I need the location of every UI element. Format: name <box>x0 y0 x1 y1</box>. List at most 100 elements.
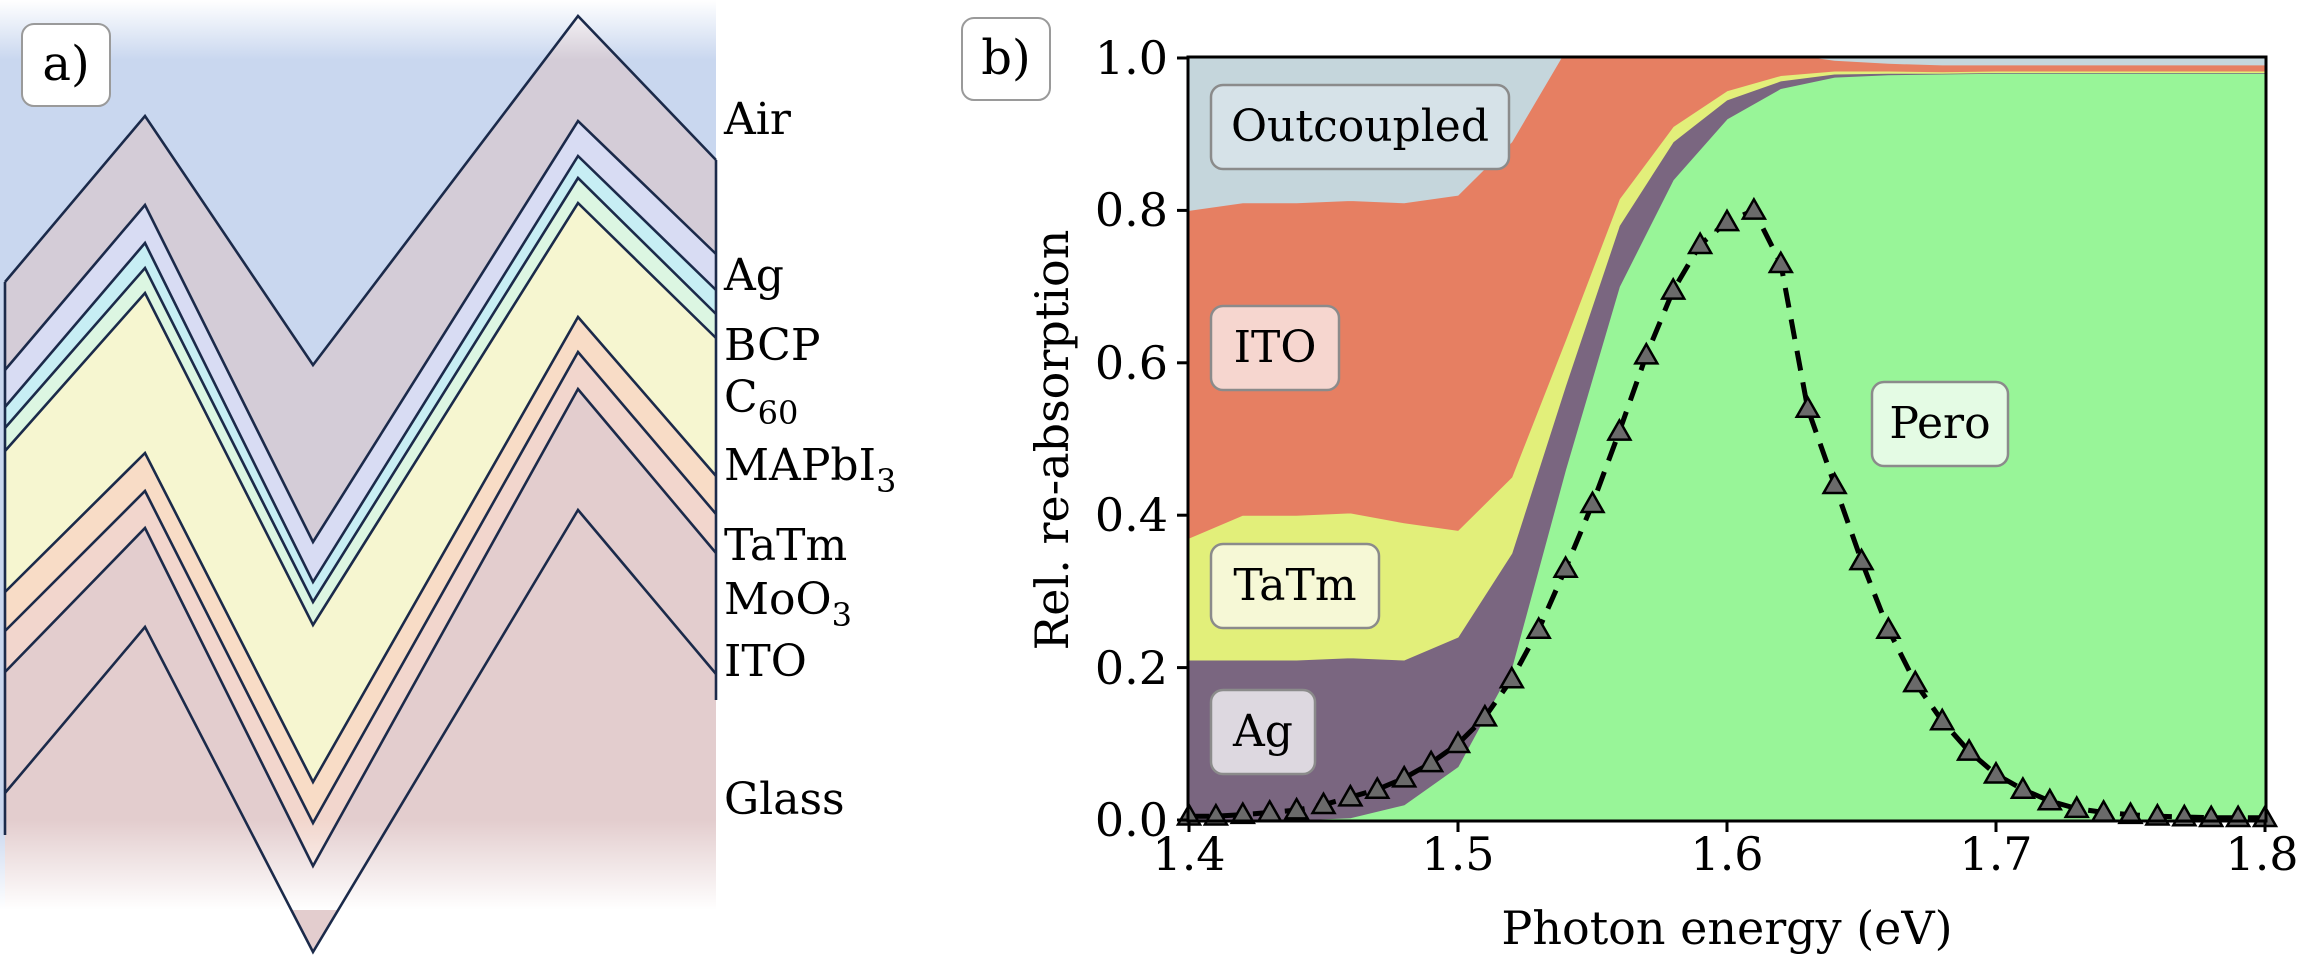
interface-line <box>4 14 717 368</box>
layer-stack <box>0 0 716 952</box>
region-text-ito: ITO <box>1234 322 1317 373</box>
layer-label-mapbi3: MAPbI3 <box>724 440 896 500</box>
y-tick-label: 1.0 <box>1095 31 1168 85</box>
region-label-outcoupled: Outcoupled <box>1209 83 1511 171</box>
region-text-outcoupled: Outcoupled <box>1231 101 1489 152</box>
axis-ticks <box>1177 56 2267 832</box>
layer-label-moo3: MoO3 <box>724 574 852 634</box>
interface-line <box>4 175 717 605</box>
layer-label-mapbi3-sub: 3 <box>876 462 896 500</box>
region-box-ag <box>1209 688 1317 776</box>
region-box-tatm <box>1209 542 1381 630</box>
panel-a-tag-box <box>21 23 111 107</box>
x-tick-labels: 1.4 1.5 1.6 1.7 1.8 <box>1152 827 2298 881</box>
emission-marker <box>1633 341 1660 365</box>
layer-label-c60-sub: 60 <box>758 394 799 432</box>
region-box-pero <box>1870 380 2010 468</box>
layer-label-moo3-base: MoO <box>724 574 832 625</box>
emission-marker <box>1902 669 1929 693</box>
interface-line <box>4 507 717 955</box>
layer-label-tatm: TaTm <box>724 520 847 571</box>
bottom-fade <box>0 820 716 910</box>
emission-marker <box>1283 796 1310 820</box>
y-axis-label: Rel. re-absorption <box>1025 230 1079 651</box>
interface-line <box>4 386 717 869</box>
interface-line <box>4 314 717 785</box>
emission-marker <box>1444 730 1472 754</box>
emission-marker <box>1686 231 1714 255</box>
emission-marker <box>1552 555 1579 579</box>
interface-line <box>4 118 717 545</box>
top-fade <box>0 0 716 60</box>
emission-marker <box>1929 707 1956 731</box>
layer-label-ito: ITO <box>724 636 807 687</box>
emission-marker <box>1875 615 1902 639</box>
panel-b-tag-box <box>961 17 1051 101</box>
emission-marker <box>1229 801 1256 825</box>
emission-marker <box>1955 737 1983 761</box>
panel-b-reabsorption-chart: 1.4 1.5 1.6 1.7 1.8 0.0 0.2 0.4 0.6 0.8 … <box>961 17 2299 955</box>
emission-marker <box>1767 250 1794 274</box>
x-tick-label: 1.8 <box>2225 827 2298 881</box>
y-tick-label: 0.6 <box>1095 336 1168 390</box>
emission-marker <box>1310 791 1337 815</box>
x-axis-label: Photon energy (eV) <box>1501 901 1952 955</box>
emission-marker <box>1471 703 1499 727</box>
emission-marker <box>1794 395 1821 419</box>
area-ito <box>1189 58 2265 539</box>
layer-label-air: Air <box>723 94 792 145</box>
region-label-ag: Ag <box>1209 688 1317 776</box>
region-label-pero: Pero <box>1870 380 2010 468</box>
region-box-outcoupled <box>1209 83 1511 171</box>
panel-a-tag: a) <box>42 36 89 92</box>
emission-marker <box>1606 417 1633 441</box>
layer-labels: Air Ag BCP C60 MAPbI3 TaTm MoO3 ITO Glas… <box>723 94 896 825</box>
region-label-tatm: TaTm <box>1209 542 1381 630</box>
region-box-ito <box>1209 304 1341 392</box>
layer-label-c60: C60 <box>724 372 798 432</box>
emission-marker <box>1821 471 1848 495</box>
interface-line <box>4 153 717 585</box>
y-tick-label: 0.8 <box>1095 183 1168 237</box>
emission-marker <box>1579 490 1606 514</box>
layer-label-bcp: BCP <box>724 320 820 371</box>
emission-marker <box>1525 615 1552 639</box>
region-text-ag: Ag <box>1232 706 1293 757</box>
layer-interfaces <box>3 14 718 955</box>
interface-line <box>4 200 717 628</box>
region-labels: Outcoupled ITO TaTm Ag Pero <box>1209 83 2010 776</box>
emission-marker <box>1498 665 1525 689</box>
region-text-tatm: TaTm <box>1233 560 1356 611</box>
region-text-pero: Pero <box>1889 398 1990 449</box>
x-tick-label: 1.7 <box>1959 827 2032 881</box>
interface-line <box>4 349 717 826</box>
emission-marker <box>1848 547 1875 571</box>
emission-marker <box>2036 787 2063 811</box>
layer-label-glass: Glass <box>724 774 845 825</box>
emission-marker <box>1740 196 1768 220</box>
emission-marker <box>1364 776 1391 800</box>
y-tick-label: 0.4 <box>1095 488 1168 542</box>
y-tick-labels: 0.0 0.2 0.4 0.6 0.8 1.0 <box>1095 31 1168 847</box>
emission-marker <box>2009 776 2037 800</box>
y-tick-label: 0.2 <box>1095 641 1168 695</box>
emission-marker <box>1337 783 1364 807</box>
emission-marker <box>2117 801 2144 825</box>
panel-b-tag: b) <box>981 30 1030 86</box>
y-tick-label: 0.0 <box>1095 793 1168 847</box>
layer-label-moo3-sub: 3 <box>832 596 852 634</box>
x-tick-label: 1.5 <box>1421 827 1494 881</box>
region-label-ito: ITO <box>1209 304 1341 392</box>
layer-label-ag: Ag <box>723 250 784 301</box>
x-tick-label: 1.6 <box>1690 827 1763 881</box>
layer-label-c60-base: C <box>724 372 758 423</box>
x-tick-label: 1.4 <box>1152 827 1225 881</box>
emission-marker <box>1713 208 1741 232</box>
emission-marker <box>1417 749 1445 773</box>
emission-marker <box>1660 276 1687 300</box>
emission-marker <box>2063 795 2090 819</box>
emission-marker <box>1982 760 2010 784</box>
panel-a-device-stack: a) Air Ag BCP C60 MAPbI3 TaTm MoO3 ITO G… <box>0 0 896 955</box>
